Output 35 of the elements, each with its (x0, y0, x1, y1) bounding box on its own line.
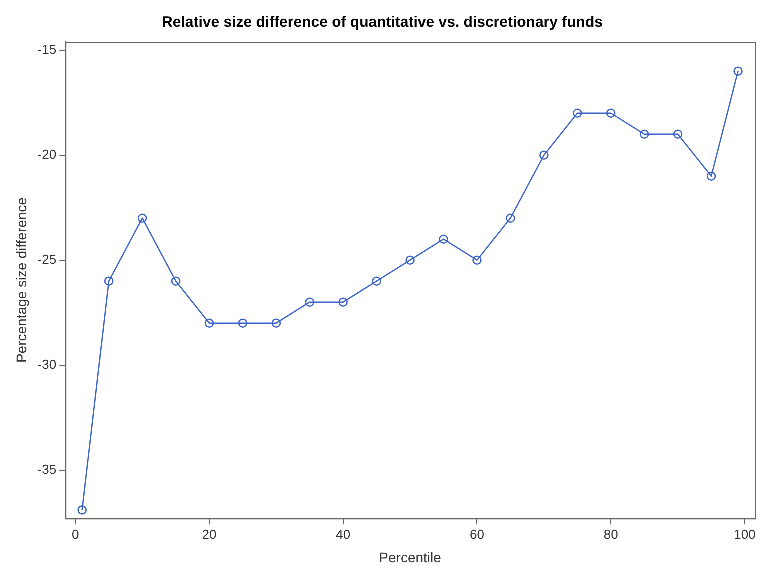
point (238, 318, 248, 328)
point (138, 214, 148, 224)
point (372, 276, 382, 286)
point (540, 150, 549, 160)
point (439, 234, 448, 244)
point (673, 130, 683, 140)
point (706, 172, 716, 182)
point (104, 276, 114, 286)
point (506, 214, 516, 224)
x-tick-label: 100 (734, 526, 756, 542)
y-tick-label: -35 (38, 462, 57, 477)
x-tick-label: 0 (72, 526, 80, 542)
y-tick-label: -20 (38, 146, 57, 162)
point (606, 108, 616, 118)
x-tick-label: 20 (202, 526, 217, 542)
y-axis-title: Percentage size difference (13, 197, 30, 364)
point (572, 108, 582, 118)
point (78, 506, 87, 515)
point (272, 318, 282, 328)
x-tick-label: 40 (336, 526, 351, 542)
chart-title: Relative size difference of quantitative vs. discretionary funds (162, 14, 603, 32)
point (640, 130, 650, 140)
x-axis-title: Percentile (379, 549, 442, 566)
x-tick-label: 60 (470, 526, 484, 542)
point (472, 256, 482, 266)
point (171, 276, 181, 286)
x-tick-label: 80 (604, 526, 618, 542)
point (338, 298, 348, 307)
point (406, 256, 415, 266)
point (305, 298, 315, 307)
y-tick-label: -25 (38, 252, 57, 267)
point (204, 318, 214, 328)
point (734, 66, 743, 76)
y-tick-label: -15 (38, 42, 57, 57)
y-tick-label: -30 (38, 356, 57, 372)
